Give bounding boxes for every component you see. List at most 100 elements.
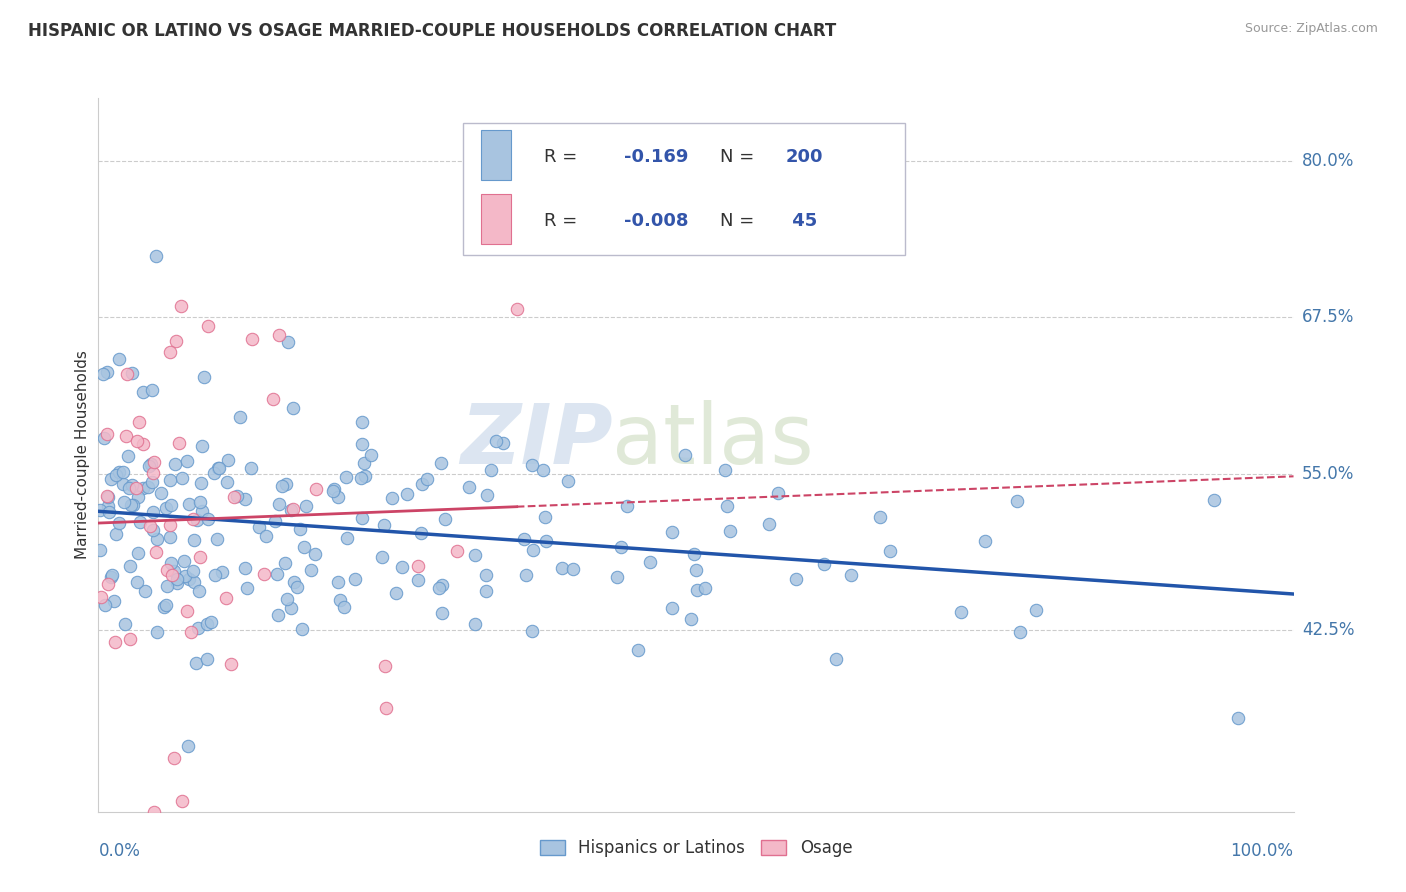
Text: 200: 200 xyxy=(786,148,823,166)
Point xyxy=(150,486,173,500)
Point xyxy=(141,384,163,398)
Point xyxy=(155,599,177,613)
Point xyxy=(188,584,211,599)
Point xyxy=(475,584,498,599)
Text: HISPANIC OR LATINO VS OSAGE MARRIED-COUPLE HOUSEHOLDS CORRELATION CHART: HISPANIC OR LATINO VS OSAGE MARRIED-COUP… xyxy=(28,22,837,40)
Point xyxy=(170,471,193,485)
Point xyxy=(464,548,486,562)
Point xyxy=(90,591,112,605)
Point xyxy=(233,561,256,575)
Point xyxy=(673,448,696,462)
Point xyxy=(145,249,167,263)
Point xyxy=(269,328,291,343)
Point xyxy=(112,495,135,509)
Point xyxy=(825,651,848,665)
Point xyxy=(166,576,188,591)
Point xyxy=(121,498,143,512)
Point xyxy=(267,607,290,622)
Point xyxy=(280,601,302,615)
Point xyxy=(551,561,574,575)
Point xyxy=(446,544,468,558)
Point xyxy=(973,533,995,548)
Point xyxy=(226,489,249,503)
Point xyxy=(373,517,395,532)
Point xyxy=(197,319,219,334)
Point xyxy=(170,793,193,807)
Point xyxy=(195,651,218,665)
Point xyxy=(283,574,305,589)
Point xyxy=(204,568,226,582)
Point xyxy=(485,434,508,448)
Point xyxy=(132,384,155,399)
Point xyxy=(136,480,159,494)
Point xyxy=(132,481,155,495)
Point xyxy=(610,540,633,554)
Bar xyxy=(481,130,510,180)
Point xyxy=(627,643,650,657)
Point xyxy=(350,511,373,525)
Point xyxy=(125,434,148,449)
Point xyxy=(89,503,111,517)
Point xyxy=(174,569,197,583)
Point xyxy=(266,566,288,581)
Bar xyxy=(463,123,905,255)
Point xyxy=(224,490,246,504)
Point xyxy=(360,448,382,462)
Point xyxy=(111,476,134,491)
Point xyxy=(159,344,181,359)
Point xyxy=(96,365,118,379)
Point xyxy=(335,470,357,484)
Point xyxy=(381,491,404,506)
Point xyxy=(350,471,373,485)
Point xyxy=(616,499,638,513)
Point xyxy=(323,483,346,497)
Text: -0.008: -0.008 xyxy=(624,212,689,230)
Point xyxy=(239,461,262,475)
Point xyxy=(217,453,239,467)
Point xyxy=(207,533,229,547)
Point xyxy=(211,565,233,579)
Point xyxy=(785,572,807,586)
Point xyxy=(299,563,322,577)
Point xyxy=(145,545,167,559)
Point xyxy=(682,547,704,561)
Point xyxy=(236,581,259,595)
Point xyxy=(127,546,149,560)
Point xyxy=(100,472,122,486)
Point xyxy=(118,481,141,495)
Point xyxy=(143,805,166,819)
Point xyxy=(127,490,149,504)
Point xyxy=(145,625,167,640)
Point xyxy=(142,466,165,480)
Point xyxy=(180,624,202,639)
Point xyxy=(118,632,141,647)
Point xyxy=(679,612,702,626)
Point xyxy=(200,615,222,629)
Bar xyxy=(481,194,510,244)
Point xyxy=(536,533,558,548)
Point xyxy=(433,512,456,526)
Point xyxy=(159,517,181,532)
Point xyxy=(1204,492,1226,507)
Point xyxy=(758,517,780,532)
Point xyxy=(170,299,193,313)
Text: -0.169: -0.169 xyxy=(624,148,689,166)
Point xyxy=(371,550,394,565)
Point xyxy=(374,659,396,673)
Point xyxy=(183,533,205,548)
Point xyxy=(103,593,125,607)
Point xyxy=(163,457,186,471)
Point xyxy=(138,459,160,474)
Point xyxy=(333,599,356,614)
Point xyxy=(183,512,205,526)
Point xyxy=(391,560,413,574)
Point xyxy=(253,567,276,582)
Legend: Hispanics or Latinos, Osage: Hispanics or Latinos, Osage xyxy=(533,833,859,864)
Point xyxy=(97,576,120,591)
Point xyxy=(121,366,143,380)
Point xyxy=(336,532,359,546)
Text: 0.0%: 0.0% xyxy=(98,842,141,860)
Point xyxy=(354,468,377,483)
Point xyxy=(132,437,155,451)
Point xyxy=(430,456,453,470)
